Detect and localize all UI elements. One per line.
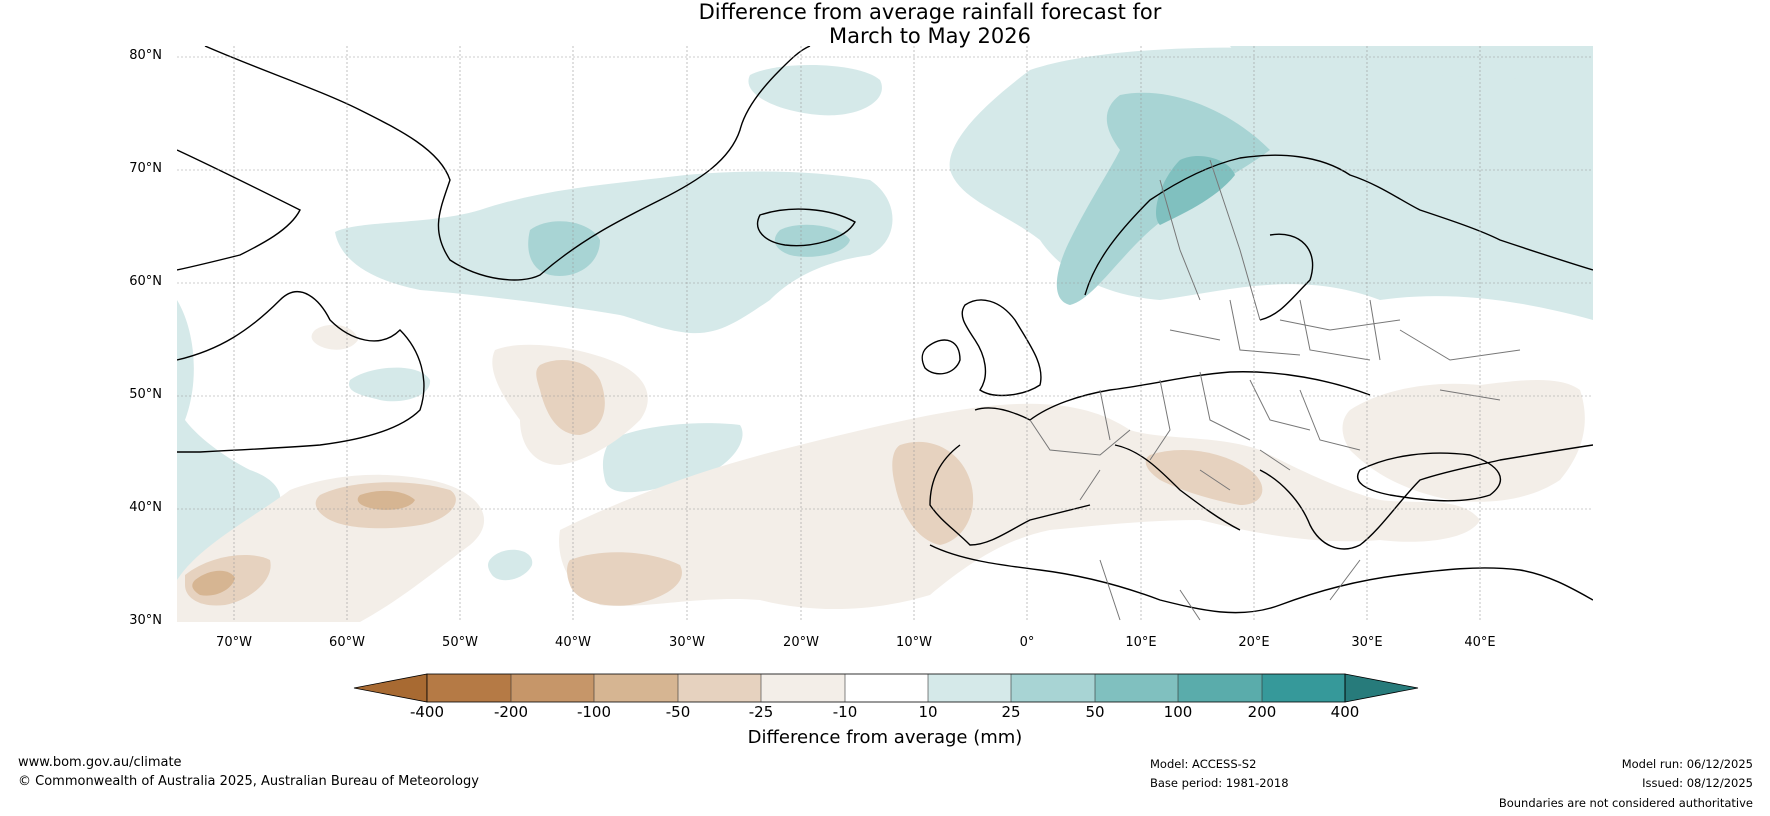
lon-label: 0° [1019,635,1035,650]
coastline-north-africa [929,544,1593,614]
coastline-baffin [177,149,301,271]
lon-label: 30°E [1351,635,1383,650]
coastline-iceland [757,208,856,247]
base-period: Base period: 1981-2018 [1150,776,1289,790]
country-borders [1029,159,1521,621]
wet-region-mid-atlantic [602,423,743,493]
lat-label: 40°N [129,500,162,515]
lon-label: 10°W [896,635,932,650]
colorbar-frame [426,673,1346,703]
colorbar-bin-6 [845,674,928,702]
colorbar [353,673,1419,703]
lat-label: 60°N [129,274,162,289]
title-line-2: March to May 2026 [829,24,1031,48]
colorbar-tick-label: 200 [1247,703,1277,721]
lon-label: 40°W [555,635,591,650]
colorbar-tick-label: -100 [576,703,612,721]
colorbar-bin-5 [761,674,845,702]
dry-region-southwest-core [192,570,235,596]
colorbar-bin-3 [594,674,678,702]
wet-region-greenland-tip [528,221,600,276]
colorbar-tick-label: 100 [1163,703,1193,721]
colorbar-bin-7 [928,674,1011,702]
colorbar-bin-8 [1011,674,1095,702]
lon-label: 50°W [442,635,478,650]
colorbar-title: Difference from average (mm) [747,727,1023,748]
colorbar-bin-2 [511,674,594,702]
wet-region-greenland-east [748,64,882,116]
lon-label: 60°W [329,635,365,650]
wet-region-norway-core [1156,155,1235,225]
dry-region-eastern-europe [1342,380,1585,502]
colorbar-tick-label: -10 [832,703,858,721]
colorbar-tick-label: -50 [665,703,691,721]
colorbar-bin-1 [427,674,511,702]
colorbar-tick-label: -25 [748,703,774,721]
colorbar-bin-11 [1262,674,1345,702]
colorbar-bin-4 [678,674,761,702]
coastline-continental-europe [929,371,1593,550]
coastline-black-sea [1357,452,1502,502]
coastlines [177,46,1593,614]
graticule [177,46,1593,622]
wet-region-norwegian-sea [949,47,1593,321]
anomaly-shading [177,46,1593,622]
dry-region-newfoundland-core [357,490,415,510]
colorbar-tick-label: 400 [1330,703,1360,721]
map-title: Difference from average rainfall forecas… [0,0,1770,48]
lat-label: 50°N [129,387,162,402]
dry-region-iberia-core [892,441,974,545]
lon-label: 20°W [783,635,819,650]
colorbar-low-extension [353,673,428,703]
colorbar-separators [510,674,1263,702]
website-link[interactable]: www.bom.gov.au/climate [18,755,182,770]
boundaries-disclaimer: Boundaries are not considered authoritat… [1498,796,1753,810]
lon-label: 10°E [1125,635,1157,650]
copyright-notice: © Commonwealth of Australia 2025, Austra… [18,774,479,789]
lon-label: 40°E [1464,635,1496,650]
lat-label: 80°N [129,48,162,63]
colorbar-tick-label: -200 [493,703,529,721]
lon-label: 70°W [216,635,252,650]
colorbar-tick-label: 10 [918,703,938,721]
colorbar-high-extension [1344,673,1419,703]
wet-region-newfoundland [349,367,431,402]
issued-date: Issued: 08/12/2025 [1642,776,1753,790]
colorbar-bin-9 [1095,674,1178,702]
coastline-greenland [204,46,811,281]
dry-region-small [311,324,358,350]
wet-region-arctic [1230,46,1593,80]
coastline-british-isles [921,299,1042,397]
borders-europe [1029,159,1521,621]
colorbar-tick-label: 25 [1001,703,1021,721]
colorbar-tick-label: 50 [1085,703,1105,721]
model-name: Model: ACCESS-S2 [1150,757,1257,771]
lat-label: 30°N [129,613,162,628]
wet-region-north-atlantic [335,171,893,334]
wet-region-labrador [177,300,281,580]
lon-label: 30°W [669,635,705,650]
wet-region-small [488,549,533,581]
colorbar-tick-label: -400 [409,703,445,721]
dry-region-subtropical [567,552,682,606]
dry-region-atlantic-core [536,360,605,435]
wet-region-iceland [774,224,850,257]
dry-region-iberia-mediterranean [559,403,1480,610]
title-line-1: Difference from average rainfall forecas… [698,0,1162,24]
coastline-labrador [177,291,425,453]
model-run-date: Model run: 06/12/2025 [1621,757,1753,771]
lon-label: 20°E [1238,635,1270,650]
lat-label: 70°N [129,161,162,176]
dry-region-balkans-core [1145,450,1263,505]
colorbar-bin-10 [1178,674,1262,702]
